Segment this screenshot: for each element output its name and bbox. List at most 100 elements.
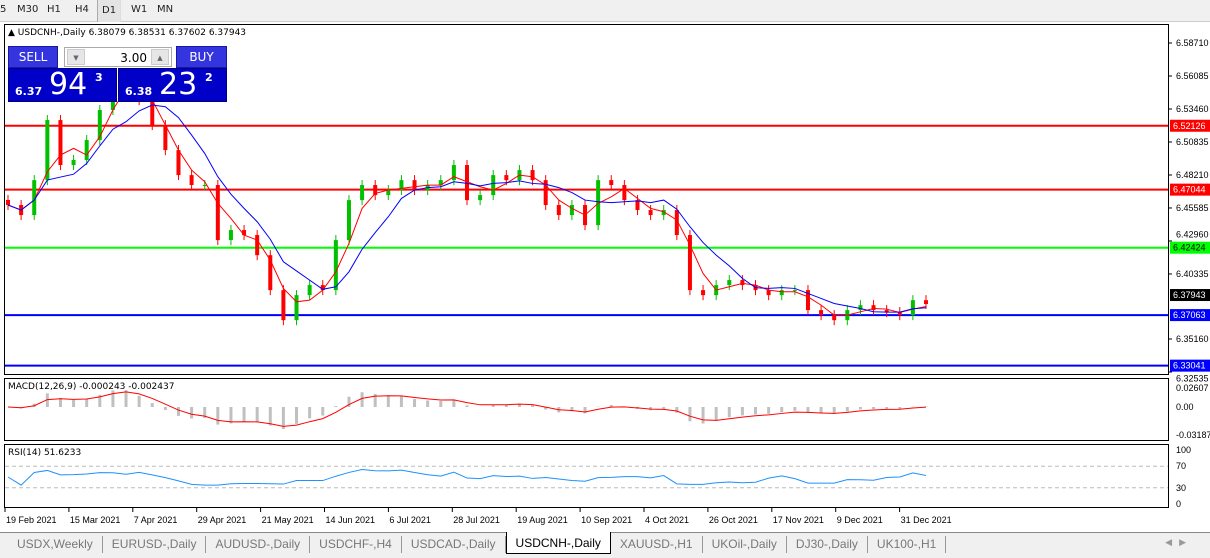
bear-candle (766, 290, 771, 296)
buy-price[interactable]: 6.38 23 2 (118, 68, 227, 102)
rsi-tick-label: 0 (1176, 499, 1181, 509)
bear-candle (819, 310, 824, 316)
buy-price-pips: 23 (159, 68, 198, 102)
macd-histogram-bar (281, 407, 285, 429)
macd-histogram-bar (347, 396, 351, 407)
macd-histogram-bar (504, 404, 508, 407)
bear-candle (58, 120, 63, 166)
price-tick-label: 6.50835 (1176, 137, 1209, 147)
price-label-box (1170, 359, 1210, 372)
chart-tab[interactable]: DJ30-,Daily (787, 536, 868, 553)
tab-scroll-left-icon[interactable]: ◀ (1165, 538, 1172, 548)
macd-histogram-bar (544, 407, 548, 410)
date-label: 14 Jun 2021 (326, 515, 376, 525)
macd-histogram-bar (754, 407, 758, 415)
current-price-label: 6.37943 (1173, 290, 1206, 300)
bull-candle (596, 180, 601, 226)
chart-tab[interactable]: USDX,Weekly (8, 536, 103, 553)
price-tick-label: 6.48210 (1176, 170, 1209, 180)
bear-candle (281, 290, 286, 321)
ohlc-values: 6.38079 6.38531 6.37602 6.37943 (88, 28, 247, 38)
timeframe-w1[interactable]: W1 (131, 4, 148, 15)
bull-candle (858, 305, 863, 311)
macd-tick-label: 0.00 (1176, 402, 1194, 412)
chart-tab[interactable]: UK100-,H1 (868, 536, 947, 553)
chart-tab[interactable]: XAUUSD-,H1 (611, 536, 703, 553)
chart-tab[interactable]: EURUSD-,Daily (103, 536, 207, 553)
macd-histogram-bar (714, 407, 718, 421)
lot-size-input[interactable]: ▼ 3.00 ▲ (64, 47, 172, 67)
chart-header: ▲ USDCNH-,Daily 6.38079 6.38531 6.37602 … (8, 28, 246, 38)
macd-histogram-bar (806, 407, 810, 413)
date-label: 19 Aug 2021 (517, 515, 568, 525)
sell-price[interactable]: 6.37 94 3 (8, 68, 117, 102)
timeframe-m30[interactable]: M30 (17, 4, 39, 15)
price-label: 6.52126 (1173, 121, 1206, 131)
macd-histogram-bar (819, 407, 823, 414)
bear-candle (609, 180, 614, 186)
macd-tick-label: 0.02607 (1176, 383, 1209, 393)
price-tick-label: 6.42960 (1176, 230, 1209, 240)
macd-histogram-bar (583, 407, 587, 414)
macd-tick-label: -0.031872 (1176, 430, 1210, 440)
price-chart[interactable]: 6.58710 6.56085 6.53460 6.50835 6.48210 6.455… (4, 24, 1210, 532)
macd-histogram-bar (360, 392, 364, 407)
macd-histogram-bar (386, 395, 390, 407)
chart-tab[interactable]: USDCNH-,Daily (505, 532, 611, 554)
price-label: 6.33041 (1173, 361, 1206, 371)
timeframe-mn[interactable]: MN (157, 4, 174, 15)
sell-button[interactable]: SELL (8, 46, 58, 68)
chart-tab[interactable]: AUDUSD-,Daily (206, 536, 311, 553)
rsi-panel-border (4, 444, 1169, 508)
price-label-box (1170, 183, 1210, 196)
increase-lot-icon[interactable]: ▲ (151, 49, 169, 65)
price-label: 6.47044 (1173, 185, 1206, 195)
bear-candle (504, 175, 509, 181)
price-tick-label: 6.32535 (1176, 374, 1209, 384)
bull-candle (491, 175, 496, 196)
fast-ma-line (7, 84, 927, 316)
macd-histogram-bar (229, 407, 233, 424)
date-label: 29 Apr 2021 (198, 515, 247, 525)
lot-value[interactable]: 3.00 (120, 51, 147, 65)
macd-histogram-bar (898, 407, 902, 410)
buy-price-prefix: 6.38 (125, 85, 153, 98)
bull-candle (228, 230, 233, 241)
timeframe-h1[interactable]: H1 (47, 4, 61, 15)
bear-candle (6, 199, 10, 206)
timeframe-d1[interactable]: D1 (97, 0, 122, 22)
buy-button[interactable]: BUY (176, 46, 227, 68)
macd-histogram-bar (662, 407, 666, 410)
chart-window[interactable]: 6.58710 6.56085 6.53460 6.50835 6.48210 6.455… (4, 24, 1210, 532)
bear-candle (884, 310, 889, 313)
date-label: 21 May 2021 (262, 515, 314, 525)
macd-histogram-bar (413, 399, 417, 407)
macd-histogram-bar (491, 404, 495, 407)
bear-candle (465, 165, 469, 201)
tab-scroll-right-icon[interactable]: ▶ (1179, 538, 1186, 548)
timeframe-toolbar: 5 M30 H1 H4 D1 W1 MN (0, 0, 1210, 22)
macd-histogram-bar (176, 407, 180, 416)
rsi-tick-label: 70 (1176, 461, 1186, 471)
bull-candle (569, 205, 574, 216)
timeframe-h4[interactable]: H4 (75, 4, 89, 15)
one-click-trading-panel: SELL ▼ 3.00 ▲ BUY 6.37 94 3 6.38 23 2 (8, 46, 227, 103)
bull-candle (399, 180, 404, 191)
bull-candle (438, 180, 443, 186)
macd-histogram-bar (767, 407, 771, 414)
bear-candle (412, 180, 417, 191)
macd-histogram-bar (780, 407, 784, 413)
macd-histogram-bar (308, 407, 312, 419)
macd-histogram-bar (137, 395, 141, 407)
bull-candle (661, 210, 666, 216)
chart-tab[interactable]: UKOil-,Daily (703, 536, 787, 553)
timeframe-5[interactable]: 5 (0, 4, 7, 15)
bull-candle (294, 295, 299, 321)
chart-tab[interactable]: USDCAD-,Daily (402, 536, 506, 553)
chart-tab[interactable]: USDCHF-,H4 (310, 536, 402, 553)
decrease-lot-icon[interactable]: ▼ (67, 49, 85, 65)
collapse-arrow-icon[interactable]: ▲ (8, 28, 18, 38)
symbol-title: USDCNH-,Daily (17, 28, 86, 38)
rsi-line (7, 468, 927, 486)
price-tick-label: 6.40335 (1176, 269, 1209, 279)
